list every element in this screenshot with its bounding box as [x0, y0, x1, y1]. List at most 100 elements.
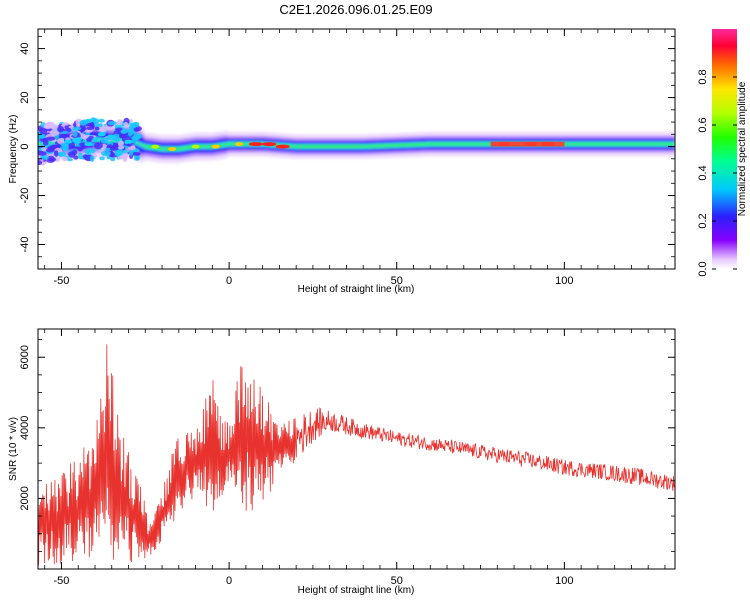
- spectrogram-peak: [74, 137, 83, 142]
- spectrogram-noise-blob: [45, 147, 55, 153]
- spectrogram-noise-blob: [100, 137, 109, 144]
- spectrogram-noise-blob: [40, 154, 49, 160]
- spectrogram-peak: [124, 139, 133, 144]
- spectrogram-noise-blob: [72, 131, 78, 138]
- snr-series-line: [38, 344, 675, 565]
- spectrogram-noise-blob: [128, 149, 134, 156]
- snr-plot-area: [38, 329, 675, 569]
- spectrogram-noise-blob: [127, 132, 133, 137]
- spectrogram-noise-blob: [38, 151, 47, 156]
- colorbar-tick-label: 0.8: [697, 69, 709, 84]
- spectrogram-noise-blob: [117, 119, 123, 126]
- spectrogram-noise-blob: [128, 119, 134, 123]
- colorbar-label: Normalized spectral amplitude: [737, 81, 748, 216]
- spectrogram-y-tick-label: 0: [19, 143, 31, 149]
- spectrogram-panel: -50 0 50 100 -40 -20 0 20 40 Height of straight …: [8, 28, 676, 295]
- spectrogram-y-tick-label: -40: [19, 237, 31, 253]
- spectrogram-noise-blob: [72, 149, 77, 156]
- spectrogram-peak: [191, 144, 200, 149]
- spectrogram-noise-blob: [126, 128, 135, 133]
- spectrogram-noise-blob: [97, 128, 105, 132]
- snr-x-tick-label: 50: [391, 575, 403, 587]
- spectrogram-noise-blob: [133, 127, 140, 132]
- spectrogram-noise-blob: [123, 121, 129, 127]
- spectrogram-noise-blob: [62, 146, 69, 152]
- spectrogram-noise-blob: [39, 127, 48, 135]
- spectrogram-noise-blob: [106, 155, 111, 160]
- spectrogram-blue-layer: [38, 130, 675, 156]
- snr-axes: -50 0 50 100 2000 4000 6000: [19, 329, 675, 587]
- snr-y-tick-label: 4000: [19, 416, 31, 440]
- spectrogram-noise-blob: [85, 126, 95, 130]
- spectrogram-noise-blob: [131, 139, 136, 144]
- colorbar-tick-label: 0.4: [697, 165, 709, 180]
- snr-y-label: SNR (10 * v/v): [8, 417, 19, 481]
- spectrogram-noise-blob: [62, 122, 69, 126]
- spectrogram-noise-blob: [72, 126, 82, 131]
- spectrogram-noise-blob: [79, 125, 87, 132]
- snr-y-tick-label: 6000: [19, 345, 31, 369]
- spectrogram-noise-blob: [130, 145, 136, 149]
- colorbar-ticks: 0.0 0.2 0.4 0.6 0.8: [697, 69, 737, 277]
- spectrogram-noise-blob: [117, 156, 124, 160]
- spectrogram-x-tick-label: 0: [226, 275, 232, 287]
- spectrogram-y-label: Frequency (Hz): [8, 115, 19, 184]
- snr-y-tick-label: 2000: [19, 486, 31, 510]
- snr-x-tick-label: 0: [226, 575, 232, 587]
- spectrogram-noise-blob: [54, 150, 59, 157]
- spectrogram-noise-blob: [117, 140, 124, 147]
- spectrogram-y-tick-label: 20: [19, 91, 31, 103]
- spectrogram-peak: [107, 134, 116, 139]
- spectrogram-noise-blob: [56, 151, 67, 157]
- spectrogram-ridge: [38, 117, 675, 166]
- spectrogram-x-tick-label: 100: [555, 275, 573, 287]
- spectrogram-peak: [211, 144, 220, 149]
- snr-x-tick-label: -50: [54, 575, 70, 587]
- spectrogram-noise-blob: [42, 139, 49, 147]
- spectrogram-noise-blob: [77, 152, 83, 160]
- spectrogram-peak: [151, 144, 160, 149]
- spectrogram-noise-blob: [45, 136, 56, 141]
- spectrogram-noise-blob: [90, 117, 97, 123]
- spectrogram-noise-blob: [54, 155, 61, 162]
- spectrogram-noise-blob: [131, 134, 140, 141]
- spectrogram-peak: [275, 144, 290, 149]
- spectrogram-noise-blob: [110, 157, 116, 162]
- spectrogram-frame: [37, 28, 676, 270]
- spectrogram-peak: [262, 142, 277, 147]
- colorbar-tick-label: 0.6: [697, 117, 709, 132]
- figure-title: C2E1.2026.096.01.25.E09: [279, 2, 432, 17]
- spectrogram-x-tick-label: -50: [54, 275, 70, 287]
- colorbar: 0.0 0.2 0.4 0.6 0.8 Normalized spectral ampl…: [697, 29, 748, 277]
- spectrogram-peak-segment: [490, 141, 565, 147]
- spectrogram-noise-blob: [73, 155, 79, 160]
- spectrogram-noise-blob: [85, 138, 93, 142]
- spectrogram-noise-blob: [67, 158, 73, 162]
- snr-x-label: Height of straight line (km): [298, 585, 415, 596]
- spectrogram-peak: [168, 147, 177, 151]
- spectrogram-noise-blob: [92, 137, 99, 142]
- colorbar-tick-label: 0.0: [697, 261, 709, 276]
- spectrogram-noise-blob: [132, 122, 139, 128]
- spectrogram-noise-blob: [57, 126, 64, 133]
- spectrogram-peak: [64, 139, 73, 144]
- spectrogram-peak: [84, 142, 93, 147]
- spectrogram-noise-blob: [99, 156, 105, 161]
- spectrogram-noise-blob: [43, 122, 53, 130]
- spectrogram-noise-blob: [94, 142, 103, 150]
- spectrogram-peak: [248, 142, 263, 147]
- spectrogram-noise-blob: [131, 152, 141, 156]
- spectrogram-noise-blob: [115, 127, 123, 131]
- spectrogram-x-label: Height of straight line (km): [298, 284, 415, 295]
- colorbar-gradient: [712, 29, 737, 269]
- spectrogram-noise-blob: [98, 118, 105, 123]
- spectrogram-noise-blob: [89, 121, 95, 129]
- spectrogram-noise-blob: [50, 124, 59, 130]
- spectrogram-noise-blob: [85, 148, 96, 154]
- spectrogram-noise-blob: [117, 145, 125, 150]
- spectrogram-noise-blob: [107, 121, 118, 126]
- spectrogram-noise-blob: [94, 126, 100, 131]
- spectrogram-noise-blob: [115, 135, 120, 143]
- spectrogram-axes: -50 0 50 100 -40 -20 0 20 40: [19, 29, 675, 287]
